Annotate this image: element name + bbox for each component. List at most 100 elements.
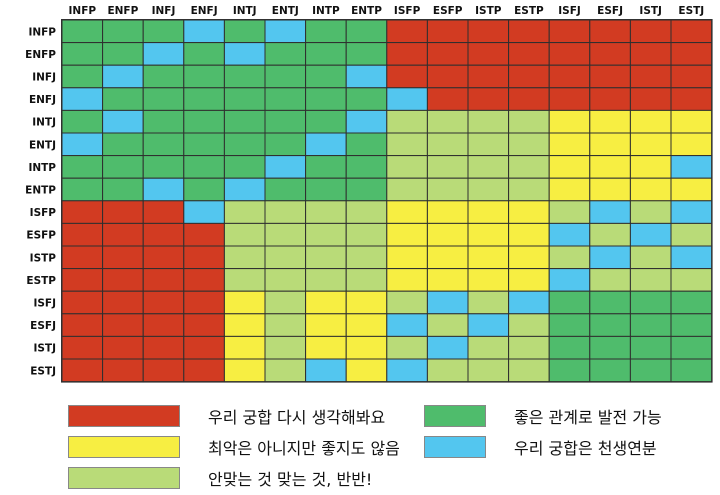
- heatmap-cell-isfp-isfj: [548, 200, 591, 224]
- heatmap-cell-istp-entj: [264, 245, 307, 270]
- heatmap-cell-infj-intj: [223, 64, 266, 89]
- heatmap-cell-intj-estp: [508, 109, 550, 134]
- heatmap-cell-istj-infp: [61, 335, 104, 360]
- heatmap-cell-istp-infj: [142, 245, 185, 270]
- heatmap-cell-intj-estj: [670, 109, 713, 134]
- heatmap-cell-enfp-entp: [345, 42, 388, 66]
- heatmap-cell-istj-entj: [264, 335, 307, 360]
- heatmap-cell-isfp-estp: [508, 200, 550, 224]
- heatmap-cell-estj-isfp: [386, 358, 428, 383]
- heatmap-cell-esfp-enfp: [102, 222, 144, 247]
- heatmap-cell-isfp-enfp: [102, 200, 144, 224]
- heatmap-cell-estp-esfp: [426, 268, 469, 292]
- row-label-infj: INFJ: [32, 72, 56, 84]
- heatmap-cell-esfp-estj: [670, 222, 713, 247]
- heatmap-cell-isfj-entj: [264, 290, 307, 315]
- heatmap-cell-esfj-enfp: [102, 313, 144, 337]
- row-label-esfj: ESFJ: [30, 320, 56, 332]
- row-label-entj: ENTJ: [29, 139, 56, 151]
- heatmap-cell-entp-istj: [629, 177, 672, 202]
- heatmap-cell-entp-intj: [223, 177, 266, 202]
- heatmap-cell-estj-istp: [467, 358, 510, 383]
- heatmap-cell-esfj-entj: [264, 313, 307, 337]
- heatmap-cell-entp-esfp: [426, 177, 469, 202]
- heatmap-cell-intj-enfp: [102, 109, 144, 134]
- heatmap-cell-estj-esfp: [426, 358, 469, 383]
- heatmap-cell-intj-intj: [223, 109, 266, 134]
- heatmap-cell-enfj-infp: [61, 87, 104, 111]
- heatmap-cell-enfp-istj: [629, 42, 672, 66]
- heatmap-cell-isfj-infj: [142, 290, 185, 315]
- heatmap-cell-enfp-esfj: [589, 42, 631, 66]
- heatmap-cell-estp-infj: [142, 268, 185, 292]
- heatmap-cell-isfp-istj: [629, 200, 672, 224]
- heatmap-cell-isfj-intp: [305, 290, 347, 315]
- heatmap-cell-intp-esfp: [426, 155, 469, 179]
- heatmap-cell-infj-esfp: [426, 64, 469, 89]
- heatmap-cell-istp-isfj: [548, 245, 591, 270]
- heatmap-cell-intj-isfp: [386, 109, 428, 134]
- heatmap-cell-esfj-infp: [61, 313, 104, 337]
- heatmap-cell-entj-intj: [223, 132, 266, 157]
- heatmap-cell-esfj-istp: [467, 313, 510, 337]
- heatmap-cell-enfp-isfp: [386, 42, 428, 66]
- row-label-intp: INTP: [28, 162, 56, 174]
- heatmap-cell-infp-estp: [508, 19, 550, 44]
- heatmap-cell-infp-infj: [142, 19, 185, 44]
- heatmap-cell-estj-infp: [61, 358, 104, 383]
- heatmap-cell-esfp-entj: [264, 222, 307, 247]
- heatmap-cell-esfp-isfp: [386, 222, 428, 247]
- heatmap-cell-infp-istp: [467, 19, 510, 44]
- heatmap-cell-enfj-esfj: [589, 87, 631, 111]
- heatmap-cell-infj-estp: [508, 64, 550, 89]
- heatmap-cell-entj-enfj: [183, 132, 225, 157]
- heatmap-cell-infj-intp: [305, 64, 347, 89]
- column-label-infj: INFJ: [152, 5, 176, 17]
- column-label-estp: ESTP: [514, 5, 544, 17]
- column-label-esfj: ESFJ: [597, 5, 623, 17]
- heatmap-cell-enfj-istj: [629, 87, 672, 111]
- heatmap-cell-isfp-enfj: [183, 200, 225, 224]
- heatmap-cell-enfp-esfp: [426, 42, 469, 66]
- heatmap-cell-isfp-intp: [305, 200, 347, 224]
- heatmap-cell-esfp-estp: [508, 222, 550, 247]
- heatmap-cell-esfj-infj: [142, 313, 185, 337]
- heatmap-cell-enfj-isfp: [386, 87, 428, 111]
- heatmap-cell-entj-estj: [670, 132, 713, 157]
- row-label-isfj: ISFJ: [33, 298, 56, 310]
- heatmap-cell-infp-esfp: [426, 19, 469, 44]
- heatmap-cell-entj-entp: [345, 132, 388, 157]
- heatmap-cell-esfp-istj: [629, 222, 672, 247]
- heatmap-cell-intj-istp: [467, 109, 510, 134]
- row-label-istp: ISTP: [30, 252, 57, 264]
- heatmap-cell-infj-infj: [142, 64, 185, 89]
- heatmap-cell-estp-intj: [223, 268, 266, 292]
- column-label-enfj: ENFJ: [191, 5, 218, 17]
- heatmap-cell-isfp-estj: [670, 200, 713, 224]
- heatmap-cell-esfj-enfj: [183, 313, 225, 337]
- heatmap-cell-entj-istp: [467, 132, 510, 157]
- heatmap-cell-istj-estp: [508, 335, 550, 360]
- heatmap-cell-intp-esfj: [589, 155, 631, 179]
- heatmap-cell-enfp-estj: [670, 42, 713, 66]
- column-label-intp: INTP: [312, 5, 340, 17]
- heatmap-cell-esfp-intj: [223, 222, 266, 247]
- heatmap-cell-entp-infp: [61, 177, 104, 202]
- heatmap-cell-istp-enfj: [183, 245, 225, 270]
- heatmap-cell-enfp-infj: [142, 42, 185, 66]
- heatmap-cell-estj-estp: [508, 358, 550, 383]
- heatmap-cell-enfp-enfp: [102, 42, 144, 66]
- heatmap-cell-infp-isfj: [548, 19, 591, 44]
- heatmap-cell-entp-enfj: [183, 177, 225, 202]
- heatmap-cell-istj-estj: [670, 335, 713, 360]
- heatmap-cell-infp-estj: [670, 19, 713, 44]
- heatmap-cell-infj-enfp: [102, 64, 144, 89]
- heatmap-cell-intp-intp: [305, 155, 347, 179]
- heatmap-cell-intp-isfj: [548, 155, 591, 179]
- heatmap-cell-intp-estp: [508, 155, 550, 179]
- heatmap-cell-intj-infp: [61, 109, 104, 134]
- heatmap-cell-infp-isfp: [386, 19, 428, 44]
- heatmap-cell-istj-istj: [629, 335, 672, 360]
- heatmap-cell-estp-estp: [508, 268, 550, 292]
